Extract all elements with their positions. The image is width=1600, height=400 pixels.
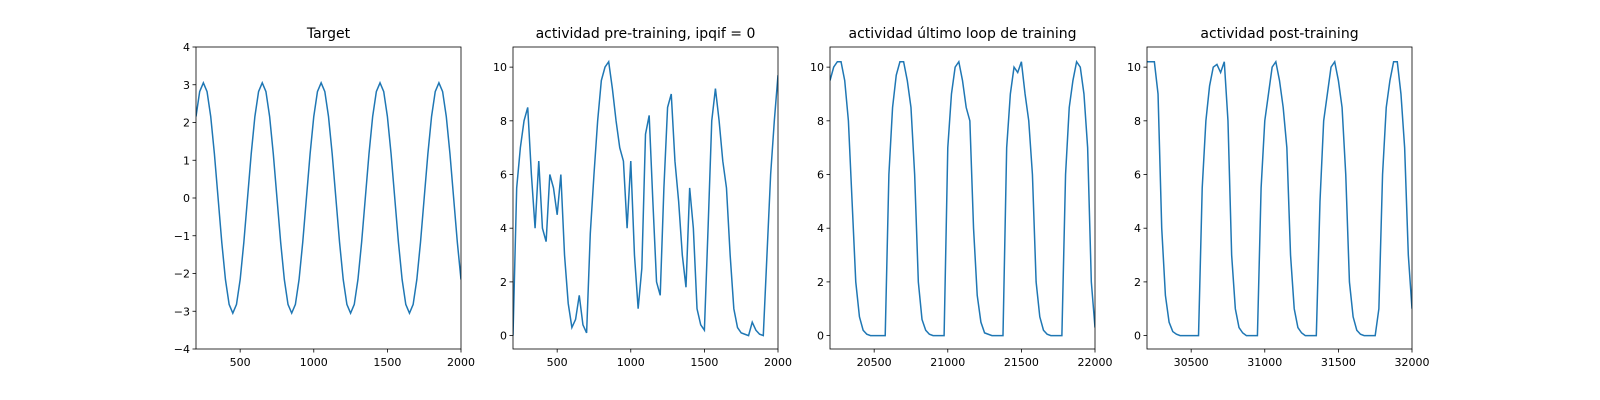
x-tick-label: 1500 bbox=[373, 356, 401, 369]
x-tick-label: 22000 bbox=[1078, 356, 1113, 369]
y-tick-label: 4 bbox=[183, 41, 190, 54]
y-tick-label: 8 bbox=[500, 115, 507, 128]
x-tick-label: 500 bbox=[230, 356, 251, 369]
y-tick-label: 6 bbox=[1134, 169, 1141, 182]
chart-title: Target bbox=[306, 26, 351, 42]
data-line bbox=[1147, 59, 1412, 337]
x-tick-label: 1000 bbox=[617, 356, 645, 369]
x-tick-label: 2000 bbox=[447, 356, 475, 369]
x-tick-label: 20500 bbox=[857, 356, 892, 369]
y-tick-label: −3 bbox=[174, 305, 190, 318]
y-tick-label: 6 bbox=[817, 169, 824, 182]
axes-frame bbox=[512, 46, 779, 350]
x-tick-label: 31000 bbox=[1247, 356, 1282, 369]
y-tick-label: 0 bbox=[817, 330, 824, 343]
x-tick-label: 30500 bbox=[1174, 356, 1209, 369]
axes-frame bbox=[1146, 46, 1413, 350]
y-tick-label: 8 bbox=[817, 115, 824, 128]
y-tick-label: 10 bbox=[493, 61, 507, 74]
chart-title: actividad pre-training, ipqif = 0 bbox=[536, 26, 756, 42]
x-tick-label: 1000 bbox=[300, 356, 328, 369]
y-tick-label: 8 bbox=[1134, 115, 1141, 128]
y-tick-label: 4 bbox=[500, 222, 507, 235]
y-tick-label: 10 bbox=[810, 61, 824, 74]
y-tick-label: 0 bbox=[1134, 330, 1141, 343]
x-tick-label: 32000 bbox=[1395, 356, 1430, 369]
y-tick-label: 3 bbox=[183, 79, 190, 92]
x-tick-label: 2000 bbox=[764, 356, 792, 369]
y-tick-label: 2 bbox=[817, 276, 824, 289]
y-tick-label: 2 bbox=[500, 276, 507, 289]
x-tick-label: 1500 bbox=[690, 356, 718, 369]
y-tick-label: −2 bbox=[174, 268, 190, 281]
chart-title: actividad último loop de training bbox=[849, 26, 1077, 42]
data-line bbox=[196, 80, 461, 316]
y-tick-label: 0 bbox=[500, 330, 507, 343]
axes-frame bbox=[195, 46, 462, 350]
x-tick-label: 21500 bbox=[1004, 356, 1039, 369]
x-tick-label: 21000 bbox=[930, 356, 965, 369]
chart-title: actividad post-training bbox=[1200, 26, 1358, 42]
data-line bbox=[513, 59, 778, 337]
x-tick-label: 31500 bbox=[1321, 356, 1356, 369]
y-tick-label: 1 bbox=[183, 154, 190, 167]
y-tick-label: 4 bbox=[817, 222, 824, 235]
y-tick-label: −1 bbox=[174, 230, 190, 243]
axes-frame bbox=[829, 46, 1096, 350]
y-tick-label: 6 bbox=[500, 169, 507, 182]
y-tick-label: −4 bbox=[174, 343, 190, 356]
y-tick-label: 0 bbox=[183, 192, 190, 205]
y-tick-label: 2 bbox=[183, 117, 190, 130]
data-line bbox=[830, 59, 1095, 337]
y-tick-label: 4 bbox=[1134, 222, 1141, 235]
x-tick-label: 500 bbox=[547, 356, 568, 369]
y-tick-label: 2 bbox=[1134, 276, 1141, 289]
y-tick-label: 10 bbox=[1127, 61, 1141, 74]
